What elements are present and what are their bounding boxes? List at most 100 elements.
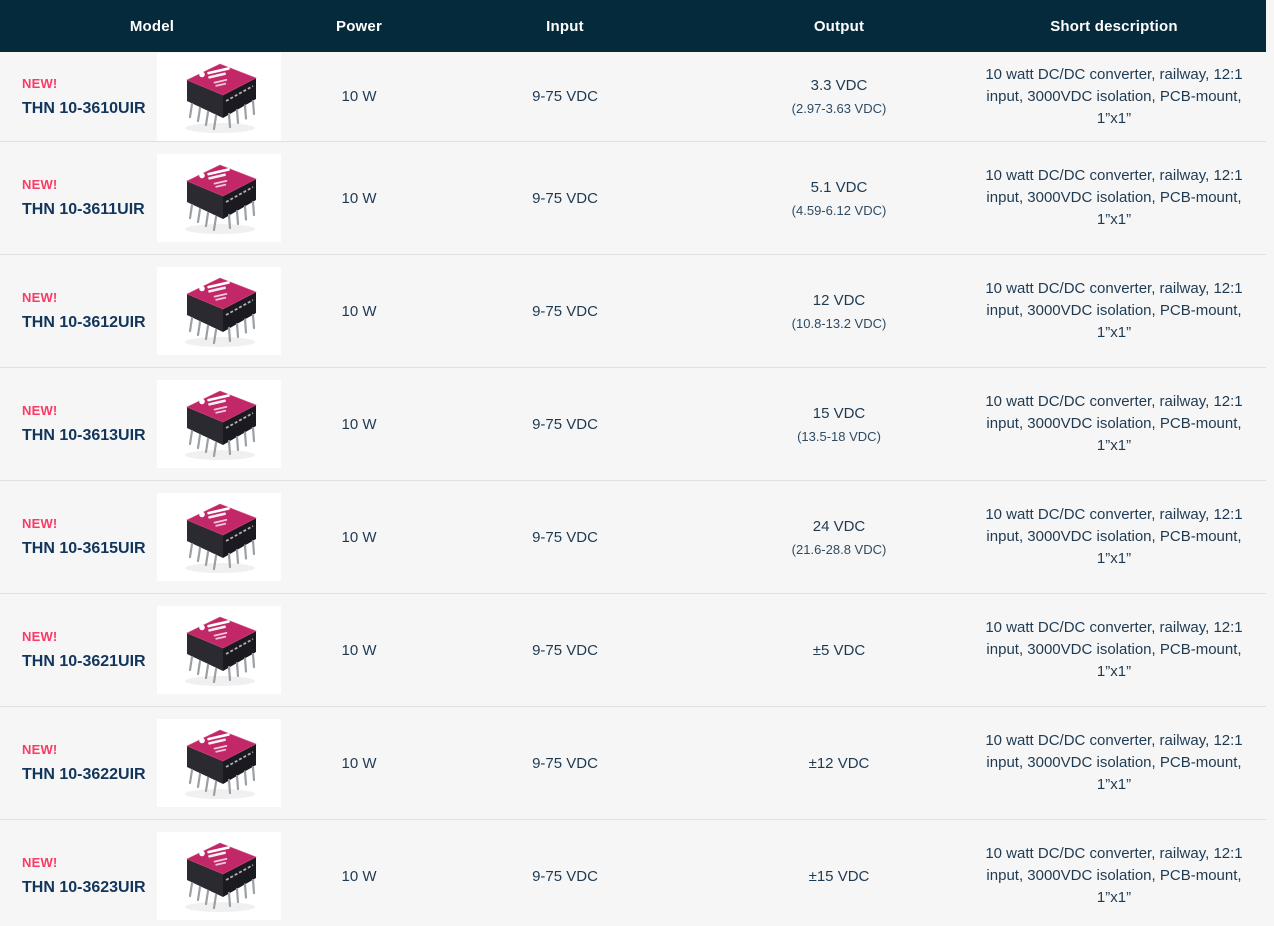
description-line: 1”x1”	[1096, 550, 1132, 567]
description-line: 10 watt DC/DC converter, railway, 12:1	[985, 506, 1243, 523]
short-description: 10 watt DC/DC converter, railway, 12:1 i…	[962, 730, 1266, 796]
description-line: input, 3000VDC isolation, PCB-mount,	[986, 189, 1242, 206]
output-cell: 3.3 VDC (2.97-3.63 VDC)	[716, 77, 962, 116]
power-value: 10 W	[341, 415, 377, 433]
model-link[interactable]: THN 10-3613UIR	[22, 427, 146, 444]
new-badge: NEW!	[22, 290, 58, 305]
column-header-description: Short description	[1050, 17, 1178, 35]
input-value: 9-75 VDC	[532, 88, 598, 105]
new-badge: NEW!	[22, 75, 58, 91]
model-cell: NEW! THN 10-3623UIR	[0, 820, 304, 926]
new-badge: NEW!	[22, 177, 58, 192]
product-photo[interactable]	[157, 832, 281, 920]
description-line: input, 3000VDC isolation, PCB-mount,	[986, 87, 1242, 105]
description-line: input, 3000VDC isolation, PCB-mount,	[986, 867, 1242, 884]
description-line: 10 watt DC/DC converter, railway, 12:1	[985, 65, 1243, 83]
model-link[interactable]: THN 10-3622UIR	[22, 766, 146, 783]
model-link[interactable]: THN 10-3612UIR	[22, 314, 146, 331]
description-line: input, 3000VDC isolation, PCB-mount,	[986, 528, 1242, 545]
output-cell: 24 VDC (21.6-28.8 VDC)	[716, 518, 962, 557]
dcdc-module-illustration	[185, 277, 257, 347]
description-line: 1”x1”	[1096, 211, 1132, 228]
column-header-input: Input	[546, 17, 584, 35]
power-value: 10 W	[341, 189, 377, 207]
dcdc-module-illustration	[185, 390, 257, 460]
table-row: NEW! THN 10-3615UIR	[0, 480, 1266, 593]
output-value: 24 VDC	[812, 517, 866, 535]
power-value: 10 W	[341, 88, 377, 105]
product-photo[interactable]	[157, 606, 281, 694]
description-line: 10 watt DC/DC converter, railway, 12:1	[985, 619, 1243, 636]
model-link[interactable]: THN 10-3623UIR	[22, 879, 146, 896]
dcdc-module-illustration	[185, 63, 257, 133]
description-line: 10 watt DC/DC converter, railway, 12:1	[985, 845, 1243, 862]
output-value: 3.3 VDC	[810, 77, 868, 94]
new-badge: NEW!	[22, 629, 58, 644]
short-description: 10 watt DC/DC converter, railway, 12:1 i…	[962, 165, 1266, 231]
table-row: NEW! THN 10-3621UIR	[0, 593, 1266, 706]
table-row: NEW! THN 10-3622UIR	[0, 706, 1266, 819]
product-photo[interactable]	[157, 267, 281, 355]
dcdc-module-illustration	[185, 164, 257, 234]
output-range: (2.97-3.63 VDC)	[791, 101, 887, 116]
table-row: NEW! THN 10-3613UIR	[0, 367, 1266, 480]
table-row: NEW! THN 10-3623UIR	[0, 819, 1266, 926]
new-badge: NEW!	[22, 742, 58, 757]
column-header-model: Model	[129, 17, 175, 35]
model-cell: NEW! THN 10-3613UIR	[0, 368, 304, 480]
description-line: input, 3000VDC isolation, PCB-mount,	[986, 641, 1242, 658]
description-line: 1”x1”	[1096, 324, 1132, 341]
table-header: Model Power Input Output Short descripti…	[0, 0, 1266, 52]
product-photo[interactable]	[157, 154, 281, 242]
output-cell: ±15 VDC	[716, 868, 962, 885]
table-row: NEW! THN 10-3610UIR	[0, 52, 1266, 141]
new-badge: NEW!	[22, 516, 58, 531]
description-line: 1”x1”	[1096, 776, 1132, 793]
dcdc-module-illustration	[185, 729, 257, 799]
output-value: 15 VDC	[812, 404, 866, 422]
model-link[interactable]: THN 10-3610UIR	[22, 99, 146, 117]
model-cell: NEW! THN 10-3621UIR	[0, 594, 304, 706]
dcdc-module-illustration	[185, 842, 257, 912]
table-row: NEW! THN 10-3611UIR	[0, 141, 1266, 254]
power-value: 10 W	[341, 302, 377, 320]
input-value: 9-75 VDC	[532, 302, 598, 320]
product-photo[interactable]	[157, 380, 281, 468]
input-value: 9-75 VDC	[532, 754, 598, 772]
dcdc-module-illustration	[185, 616, 257, 686]
description-line: 1”x1”	[1096, 437, 1132, 454]
output-value: 12 VDC	[812, 291, 866, 309]
input-value: 9-75 VDC	[532, 528, 598, 546]
short-description: 10 watt DC/DC converter, railway, 12:1 i…	[962, 504, 1266, 570]
output-cell: 5.1 VDC (4.59-6.12 VDC)	[716, 179, 962, 218]
model-cell: NEW! THN 10-3610UIR	[0, 52, 304, 141]
product-photo[interactable]	[157, 719, 281, 807]
model-cell: NEW! THN 10-3611UIR	[0, 142, 304, 254]
short-description: 10 watt DC/DC converter, railway, 12:1 i…	[962, 617, 1266, 683]
column-header-power: Power	[335, 17, 382, 35]
power-value: 10 W	[341, 641, 377, 659]
column-header-output: Output	[813, 17, 865, 35]
input-value: 9-75 VDC	[532, 415, 598, 433]
output-value: ±5 VDC	[812, 641, 866, 659]
power-value: 10 W	[341, 528, 377, 546]
model-link[interactable]: THN 10-3615UIR	[22, 540, 146, 557]
description-line: 1”x1”	[1096, 889, 1132, 906]
new-badge: NEW!	[22, 855, 58, 870]
new-badge: NEW!	[22, 403, 58, 418]
table-row: NEW! THN 10-3612UIR	[0, 254, 1266, 367]
model-cell: NEW! THN 10-3615UIR	[0, 481, 304, 593]
description-line: 1”x1”	[1096, 663, 1132, 680]
short-description: 10 watt DC/DC converter, railway, 12:1 i…	[962, 278, 1266, 344]
model-cell: NEW! THN 10-3622UIR	[0, 707, 304, 819]
output-cell: ±12 VDC	[716, 755, 962, 772]
input-value: 9-75 VDC	[532, 867, 598, 885]
model-link[interactable]: THN 10-3621UIR	[22, 653, 146, 670]
short-description: 10 watt DC/DC converter, railway, 12:1 i…	[962, 843, 1266, 909]
description-line: 1”x1”	[1096, 109, 1132, 127]
dcdc-module-illustration	[185, 503, 257, 573]
short-description: 10 watt DC/DC converter, railway, 12:1 i…	[962, 391, 1266, 457]
product-photo[interactable]	[157, 52, 281, 141]
model-link[interactable]: THN 10-3611UIR	[22, 201, 145, 218]
product-photo[interactable]	[157, 493, 281, 581]
